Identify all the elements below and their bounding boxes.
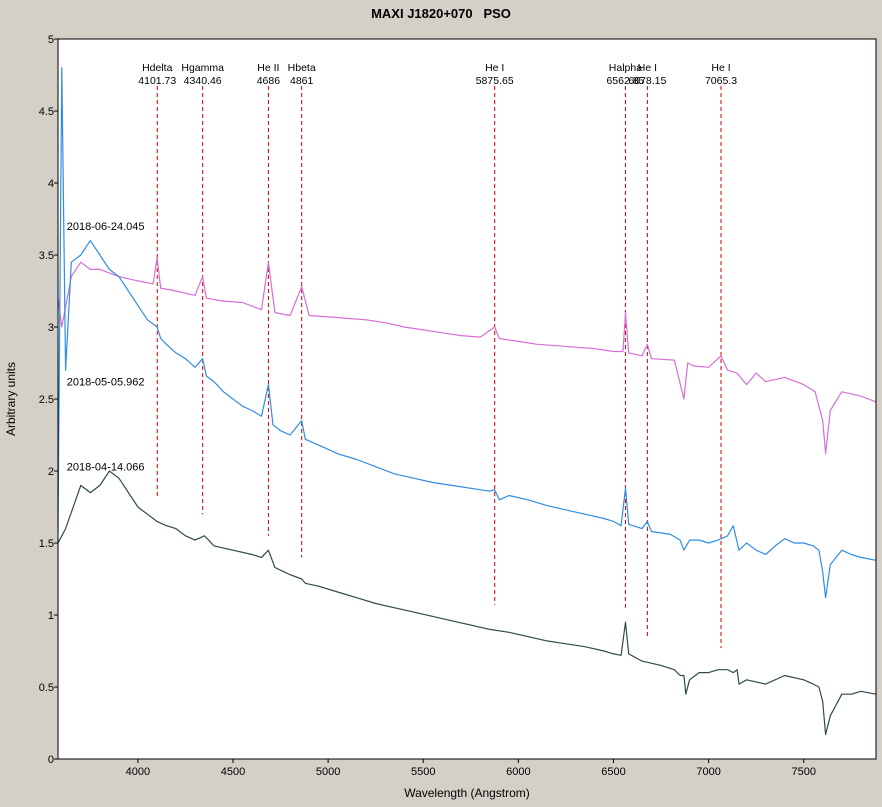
y-tick-label: 0	[48, 754, 54, 766]
x-tick-label: 6000	[506, 766, 530, 778]
y-tick-label: 3	[48, 322, 54, 334]
line-wavelength-label: 4101.73	[138, 75, 176, 87]
y-tick-label: 3.5	[39, 250, 54, 262]
series-line-2	[57, 67, 877, 599]
line-wavelength-label: 5875.65	[476, 75, 514, 87]
x-tick-label: 7000	[696, 766, 720, 778]
line-name-label: He I	[638, 62, 657, 74]
x-tick-label: 4000	[126, 766, 150, 778]
line-wavelength-label: 6562.85	[606, 75, 644, 87]
x-tick-label: 6500	[601, 766, 625, 778]
line-name-label: He II	[257, 62, 279, 74]
spectrum-date-label: 2018-05-05.962	[67, 377, 145, 389]
line-wavelength-label: 4340.46	[184, 75, 222, 87]
line-wavelength-label: 6678.15	[628, 75, 666, 87]
line-wavelength-label: 4686	[257, 75, 281, 87]
line-name-label: Hbeta	[288, 62, 316, 74]
series-group	[57, 67, 877, 736]
line-name-label: He I	[711, 62, 730, 74]
y-tick-label: 2	[48, 466, 54, 478]
line-name-label: Hgamma	[181, 62, 224, 74]
spectrum-date-label: 2018-04-14.066	[67, 462, 145, 474]
y-tick-label: 1.5	[39, 538, 54, 550]
y-tick-label: 4.5	[39, 106, 54, 118]
y-tick-label: 1	[48, 610, 54, 622]
line-wavelength-label: 4861	[290, 75, 314, 87]
y-tick-label: 2.5	[39, 394, 54, 406]
y-tick-label: 5	[48, 34, 54, 46]
x-tick-label: 4500	[221, 766, 245, 778]
chart-title: MAXI J1820+070 PSO	[371, 6, 511, 21]
y-axis-label: Arbitrary units	[4, 362, 18, 436]
y-tick-label: 4	[48, 178, 54, 190]
spectrum-labels: 2018-06-24.045 2018-05-05.962 2018-04-14.0…	[67, 221, 145, 473]
x-tick-label: 5500	[411, 766, 435, 778]
line-wavelength-label: 7065.3	[705, 75, 737, 87]
line-name-label: Halpha	[609, 62, 642, 74]
x-tick-label: 5000	[316, 766, 340, 778]
spectrum-date-label: 2018-06-24.045	[67, 221, 145, 233]
y-tick-label: 0.5	[39, 682, 54, 694]
plot-area	[58, 39, 876, 759]
line-name-label: He I	[485, 62, 504, 74]
x-tick-label: 7500	[791, 766, 815, 778]
series-line-3	[57, 470, 877, 736]
series-line-1	[57, 257, 877, 455]
axes: 4000 4500 5000 5500 6000 6500 7000 7500 0 0.5 1 1.5…	[39, 34, 816, 778]
x-axis-label: Wavelength (Angstrom)	[404, 786, 530, 800]
line-name-label: Hdelta	[142, 62, 173, 74]
